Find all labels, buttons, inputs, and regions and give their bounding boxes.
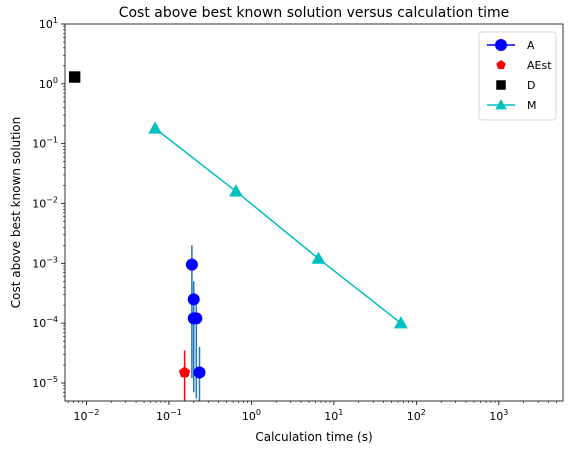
x-tick-label: 10−2 xyxy=(74,408,100,423)
data-point-a xyxy=(190,312,203,325)
y-tick-label: 101 xyxy=(39,16,58,31)
y-tick-label: 10−5 xyxy=(32,375,58,390)
legend: A AEst DM xyxy=(478,31,557,121)
legend-label-aest: AEst xyxy=(527,59,552,72)
legend-marker-m xyxy=(495,99,507,110)
x-tick-label: 103 xyxy=(489,408,508,423)
data-point-m xyxy=(311,251,326,264)
x-tick-label: 10−1 xyxy=(156,408,182,423)
data-point-aest xyxy=(178,366,191,378)
data-point-m xyxy=(229,184,243,197)
data-point-a xyxy=(187,293,200,306)
data-point-m xyxy=(148,121,162,134)
y-tick-label: 10−3 xyxy=(32,255,58,270)
y-tick-label: 10−2 xyxy=(32,195,58,210)
x-axis-label: Calculation time (s) xyxy=(255,430,372,444)
data-marks xyxy=(68,71,408,401)
x-tick-label: 100 xyxy=(242,408,261,423)
legend-box xyxy=(478,31,557,121)
legend-marker-d xyxy=(496,80,506,90)
y-tick-label: 10−4 xyxy=(32,315,58,330)
y-axis-label: Cost above best known solution xyxy=(9,117,23,309)
legend-item-aest: AEst xyxy=(496,59,552,72)
data-point-m xyxy=(394,316,408,329)
legend-item-m: M xyxy=(487,99,537,112)
y-tick-label: 10−1 xyxy=(32,136,58,151)
series-line-m xyxy=(154,127,402,324)
chart-title: Cost above best known solution versus ca… xyxy=(119,5,510,21)
x-tick-label: 102 xyxy=(407,408,426,423)
legend-item-a: A xyxy=(487,39,535,52)
series-aest xyxy=(178,350,191,401)
axis-ticks: 10−2 10−1 100 101 102 103 10−5 10−4 10−3 10−2 10−1… xyxy=(32,16,557,423)
legend-item-d: D xyxy=(496,79,535,92)
data-point-a xyxy=(185,258,198,271)
legend-marker-a xyxy=(495,39,507,51)
series-m xyxy=(148,121,408,329)
legend-marker-aest xyxy=(496,60,506,70)
legend-label-d: D xyxy=(527,79,535,92)
y-tick-label: 100 xyxy=(39,76,58,91)
x-tick-label: 101 xyxy=(324,408,343,423)
data-point-d xyxy=(68,71,81,83)
data-point-a xyxy=(193,366,206,379)
legend-label-m: M xyxy=(527,99,537,112)
legend-label-a: A xyxy=(527,39,535,52)
series-a xyxy=(185,245,206,401)
series-d xyxy=(68,71,81,83)
